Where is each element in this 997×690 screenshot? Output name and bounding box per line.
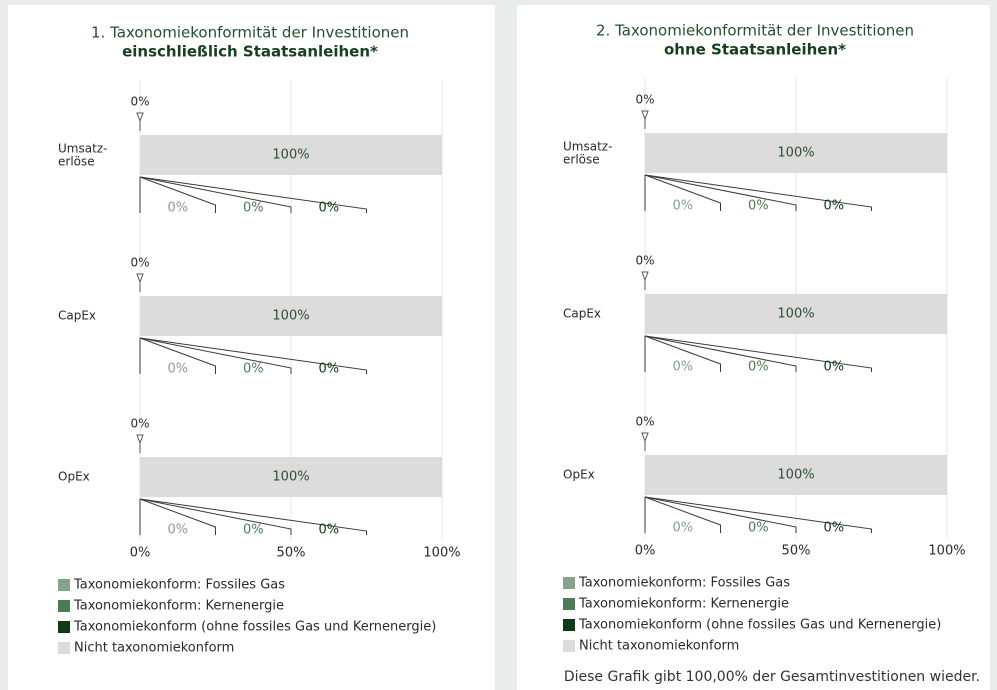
category-label: OpEx [58, 470, 90, 484]
legend-label: Taxonomiekonform: Kernenergie [73, 599, 284, 614]
callout-line [139, 176, 216, 213]
value-label: 0% [318, 201, 339, 216]
chart-title: 1. Taxonomiekonformität der Investitione… [91, 24, 409, 42]
value-label: 100% [272, 309, 309, 324]
value-label: 0% [130, 256, 149, 270]
value-label: 0% [167, 362, 188, 377]
callout-line [139, 498, 292, 535]
legend-label: Nicht taxonomiekonform [579, 639, 739, 654]
legend-swatch [58, 579, 70, 591]
value-label: 0% [318, 523, 339, 538]
total-marker [136, 273, 144, 292]
value-label: 100% [777, 307, 814, 322]
value-label: 0% [167, 201, 188, 216]
callout-line [139, 176, 292, 213]
panel [8, 5, 495, 690]
value-label: 0% [823, 360, 844, 375]
value-label: 0% [243, 362, 264, 377]
value-label: 0% [823, 521, 844, 536]
x-tick-label: 100% [928, 544, 965, 559]
legend-label: Taxonomiekonform (ohne fossiles Gas und … [73, 620, 436, 635]
bar-segment [140, 457, 442, 497]
value-label: 0% [130, 417, 149, 431]
category-label: CapEx [58, 309, 96, 323]
callout-line [139, 498, 216, 535]
total-marker [641, 110, 649, 129]
panel [517, 5, 990, 690]
legend-label: Taxonomiekonform: Fossiles Gas [73, 578, 285, 593]
legend-label: Taxonomiekonform: Kernenergie [578, 597, 789, 612]
x-tick-label: 0% [130, 546, 151, 561]
category-label: CapEx [563, 307, 601, 321]
category-label: Umsatz-erlöse [563, 139, 612, 166]
value-label: 0% [130, 95, 149, 109]
total-marker [136, 434, 144, 453]
category-label: Umsatz-erlöse [58, 141, 107, 168]
legend-swatch [563, 619, 575, 631]
callout-line [644, 496, 872, 533]
legend-swatch [58, 642, 70, 654]
value-label: 0% [167, 523, 188, 538]
x-tick-label: 0% [635, 544, 656, 559]
x-tick-label: 50% [277, 546, 306, 561]
bar-segment [645, 133, 947, 173]
legend-label: Taxonomiekonform (ohne fossiles Gas und … [578, 618, 941, 633]
value-label: 0% [672, 521, 693, 536]
value-label: 100% [777, 468, 814, 483]
footnote: Diese Grafik gibt 100,00% der Gesamtinve… [564, 669, 980, 685]
value-label: 100% [272, 148, 309, 163]
value-label: 0% [672, 199, 693, 214]
value-label: 0% [243, 523, 264, 538]
value-label: 0% [748, 199, 769, 214]
bar-segment [645, 455, 947, 495]
value-label: 0% [823, 199, 844, 214]
callout-line [644, 174, 872, 211]
callout-line [139, 337, 292, 374]
callout-line [139, 337, 216, 374]
legend-label: Taxonomiekonform: Fossiles Gas [578, 576, 790, 591]
callout-line [644, 335, 797, 372]
legend-swatch [563, 640, 575, 652]
bar-segment [140, 296, 442, 336]
value-label: 0% [635, 415, 654, 429]
callout-line [644, 174, 797, 211]
callout-line [644, 335, 872, 372]
total-marker [136, 112, 144, 131]
x-tick-label: 50% [782, 544, 811, 559]
bar-segment [645, 294, 947, 334]
callout-line [644, 335, 721, 372]
callout-line [139, 176, 367, 213]
value-label: 0% [318, 362, 339, 377]
value-label: 0% [672, 360, 693, 375]
chart-subtitle: ohne Staatsanleihen* [664, 41, 846, 59]
total-marker [641, 271, 649, 290]
x-tick-label: 100% [423, 546, 460, 561]
callout-line [139, 337, 367, 374]
legend-swatch [563, 577, 575, 589]
legend-swatch [58, 600, 70, 612]
value-label: 0% [748, 521, 769, 536]
value-label: 0% [748, 360, 769, 375]
total-marker [641, 432, 649, 451]
category-label: OpEx [563, 468, 595, 482]
legend-swatch [58, 621, 70, 633]
value-label: 0% [243, 201, 264, 216]
bar-segment [140, 135, 442, 175]
callout-line [644, 496, 721, 533]
chart-subtitle: einschließlich Staatsanleihen* [122, 43, 378, 61]
value-label: 0% [635, 254, 654, 268]
callout-line [139, 498, 367, 535]
legend-label: Nicht taxonomiekonform [74, 641, 234, 656]
chart-title: 2. Taxonomiekonformität der Investitione… [596, 22, 914, 40]
value-label: 100% [777, 146, 814, 161]
legend-swatch [563, 598, 575, 610]
callout-line [644, 496, 797, 533]
value-label: 100% [272, 470, 309, 485]
callout-line [644, 174, 721, 211]
value-label: 0% [635, 93, 654, 107]
